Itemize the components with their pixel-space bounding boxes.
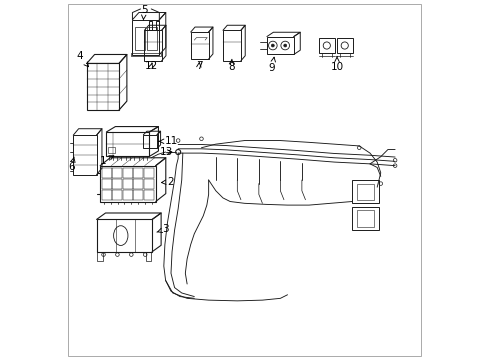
Bar (336, 39, 352, 53)
Bar (102, 190, 112, 200)
Text: 13: 13 (160, 147, 173, 157)
Bar (143, 168, 153, 178)
Bar (97, 252, 103, 261)
Bar (96, 220, 152, 252)
Bar (223, 30, 241, 61)
Text: 12: 12 (144, 61, 158, 71)
Bar (100, 166, 155, 202)
Bar (147, 27, 157, 50)
Bar (145, 252, 151, 261)
Bar (148, 21, 152, 30)
Text: 1: 1 (100, 156, 114, 166)
Bar (318, 39, 334, 53)
Bar (112, 179, 122, 189)
Text: 5: 5 (141, 5, 147, 20)
Bar (108, 147, 115, 153)
Bar (86, 63, 119, 110)
Text: 7: 7 (195, 61, 202, 71)
Bar (122, 168, 133, 178)
Text: 2: 2 (161, 177, 174, 187)
Bar (190, 32, 208, 59)
Bar (133, 179, 143, 189)
Text: 3: 3 (157, 224, 168, 234)
Text: 11: 11 (159, 136, 177, 146)
Bar (106, 132, 149, 156)
Circle shape (283, 44, 286, 47)
Text: 10: 10 (330, 57, 343, 72)
Bar (112, 168, 122, 178)
Bar (122, 179, 133, 189)
Bar (132, 20, 159, 55)
Bar (122, 190, 133, 200)
Text: 9: 9 (268, 57, 275, 73)
Bar (266, 37, 293, 54)
Bar (144, 30, 162, 61)
Bar (143, 135, 157, 148)
Bar (357, 184, 373, 200)
Text: 4: 4 (76, 51, 88, 67)
Bar (73, 135, 96, 175)
Bar (102, 168, 112, 178)
Bar (351, 207, 378, 230)
Bar (130, 53, 161, 56)
Circle shape (271, 44, 274, 47)
Text: 8: 8 (227, 59, 234, 72)
Bar (133, 190, 143, 200)
Bar (351, 180, 378, 203)
Bar (143, 179, 153, 189)
Bar (143, 190, 153, 200)
Bar (357, 211, 373, 226)
Bar (155, 21, 159, 30)
Text: 6: 6 (68, 157, 75, 172)
Bar (102, 179, 112, 189)
Bar (112, 190, 122, 200)
Bar (133, 168, 143, 178)
Bar (135, 27, 145, 50)
